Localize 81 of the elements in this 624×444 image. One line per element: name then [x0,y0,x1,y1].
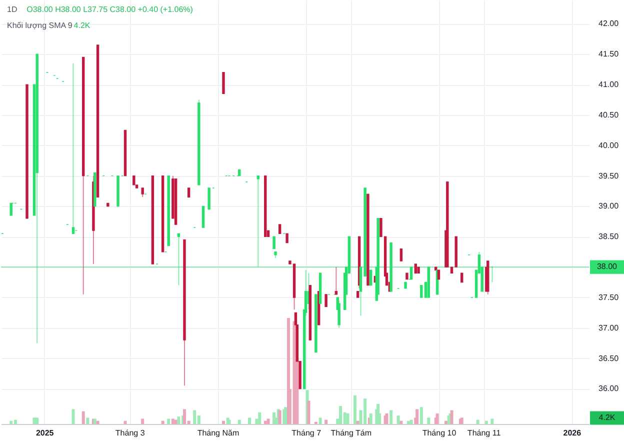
bar [248,418,251,424]
ref-line-label: 38.00 [596,262,618,272]
bar [346,413,350,424]
bar [353,395,356,424]
y-tick-label: 42.00 [598,19,620,28]
bar [222,420,225,424]
bar [385,413,388,424]
y-tick-label: 40.50 [598,110,620,120]
y-tick-label: 37.00 [598,323,620,332]
x-tick-label: 2026 [563,428,582,438]
bar [450,410,454,424]
bar [264,420,267,424]
bar [400,420,403,424]
bar [14,420,17,424]
y-tick-label: 37.50 [598,292,620,302]
bar [436,413,439,424]
bar [420,407,423,424]
bar [406,420,410,424]
candlestick [400,248,403,262]
x-tick-label: Tháng 10 [422,428,457,438]
y-tick-label: 41.50 [598,50,620,59]
bar [86,418,90,424]
bar [490,418,494,424]
candlestick [208,188,210,210]
bar [369,413,372,424]
candlestick [278,224,282,234]
bar [396,416,400,424]
candlestick [370,270,372,286]
bar [390,410,393,424]
chart-title: Khối lượng SMA 9 [7,21,73,30]
bar [339,406,342,424]
x-tick-label: Tháng Năm [197,428,240,438]
text: 4.2K [598,413,616,422]
candlestick [132,175,136,186]
candlestick [460,272,464,283]
bar [167,418,170,424]
bar [444,420,448,424]
bar [416,409,419,424]
candlestick [187,188,190,198]
y-tick-label: 40.00 [598,140,620,150]
bar [410,420,413,424]
bar [72,409,75,424]
text: O38.00 H38.00 L37.75 C38.00 +0.40 (+1.06%) [26,5,194,14]
bar [10,420,13,424]
x-tick-label: Tháng 3 [115,428,146,438]
bar [266,418,270,424]
y-tick-label: 41.00 [598,80,620,90]
candlestick [272,236,276,250]
candlestick [420,284,423,298]
bar [124,420,127,424]
bar [484,420,488,424]
text: 1D [7,5,18,14]
bar [161,420,164,424]
x-tick-label: 2025 [36,428,54,438]
bar [318,418,322,424]
x-tick-label: Tháng Tám [330,428,372,438]
bar [476,420,480,424]
y-tick-label: 36.00 [598,384,620,394]
y-tick-label: 39.50 [598,171,620,180]
candlestick [414,264,417,274]
bar [177,416,180,424]
bar [141,418,144,424]
candlestick [286,233,288,244]
annotation: 4.2K [74,21,91,30]
bar [307,400,310,424]
bar [193,410,196,424]
y-tick-label: 39.00 [598,202,620,211]
x-tick-label: Tháng 11 [467,428,502,438]
bar [238,420,241,424]
candlestick [202,206,205,228]
candlestick [222,72,225,94]
bar [96,420,100,424]
y-tick-label: 38.50 [598,232,620,242]
bar [324,420,328,424]
bar [171,418,174,424]
y-tick-label: 36.50 [598,354,620,363]
bar [82,411,85,424]
x-tick-label: Tháng 7 [292,428,322,438]
bar [258,412,262,424]
candlestick [324,294,328,307]
bar [427,418,430,424]
